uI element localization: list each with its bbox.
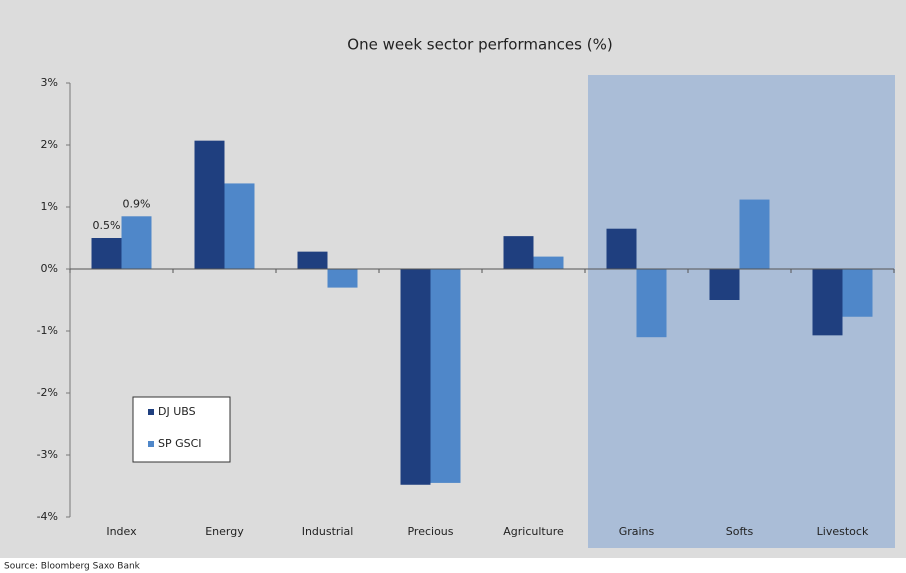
bar	[297, 251, 328, 269]
legend-swatch	[148, 409, 154, 415]
y-tick-label: 3%	[41, 76, 58, 89]
x-tick-label: Industrial	[302, 525, 354, 538]
bar	[606, 228, 637, 269]
bar	[121, 216, 152, 269]
bar	[194, 140, 225, 269]
x-tick-label: Livestock	[817, 525, 869, 538]
bar	[224, 183, 255, 269]
legend-box	[132, 396, 231, 463]
bar	[812, 269, 843, 336]
y-tick-label: 1%	[41, 200, 58, 213]
bar	[709, 269, 740, 300]
x-tick-label: Softs	[726, 525, 754, 538]
x-tick-label: Index	[106, 525, 137, 538]
bar	[327, 269, 358, 288]
bar	[533, 256, 564, 269]
bar	[91, 238, 122, 269]
bar	[842, 269, 873, 317]
data-label: 0.9%	[123, 197, 151, 210]
legend-swatch	[148, 441, 154, 447]
source-note: Source: Bloomberg Saxo Bank	[4, 562, 141, 572]
y-tick-label: -1%	[37, 324, 58, 337]
chart-title: One week sector performances (%)	[347, 36, 612, 54]
legend-label: DJ UBS	[158, 405, 196, 418]
y-tick-label: 0%	[41, 262, 58, 275]
y-tick-label: -4%	[37, 510, 58, 523]
x-tick-label: Energy	[205, 525, 244, 538]
bar	[503, 236, 534, 269]
legend-label: SP GSCI	[158, 437, 202, 450]
bar	[636, 269, 667, 338]
x-tick-label: Precious	[407, 525, 453, 538]
y-tick-label: 2%	[41, 138, 58, 151]
bar	[739, 199, 770, 269]
y-tick-label: -3%	[37, 448, 58, 461]
x-tick-label: Grains	[619, 525, 655, 538]
bar	[430, 269, 461, 483]
y-tick-label: -2%	[37, 386, 58, 399]
x-tick-label: Agriculture	[503, 525, 564, 538]
data-label: 0.5%	[93, 219, 121, 232]
bar	[400, 269, 431, 485]
